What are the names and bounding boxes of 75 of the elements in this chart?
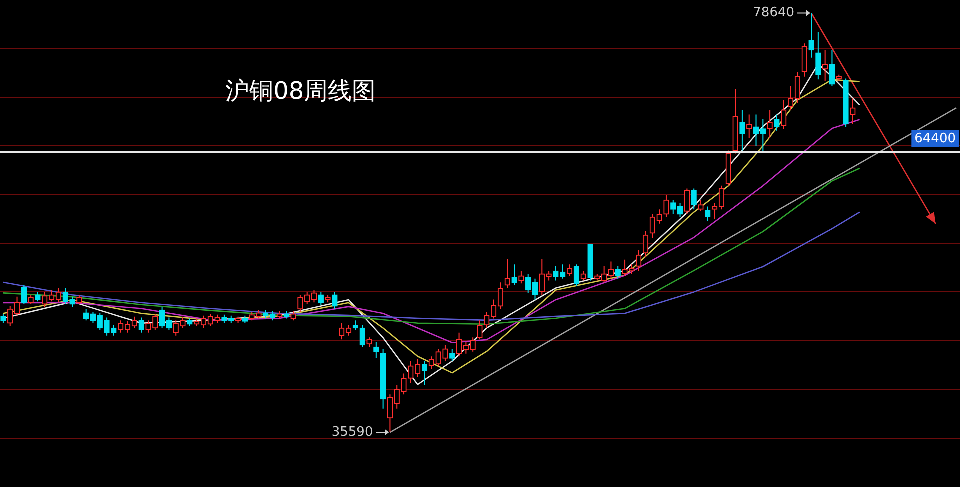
candlestick (298, 294, 304, 313)
candlestick (684, 188, 690, 215)
candlestick (732, 88, 738, 154)
candlestick (104, 317, 110, 336)
annotation: 35590 (332, 424, 374, 440)
candlestick (35, 292, 41, 302)
candlestick (850, 98, 856, 125)
candlestick (146, 320, 152, 334)
candlestick (691, 188, 697, 210)
candlestick (588, 244, 594, 282)
candlestick (152, 314, 158, 331)
candlestick (698, 200, 704, 212)
candlestick (774, 114, 780, 132)
candlestick (802, 43, 808, 78)
candlestick (477, 320, 483, 340)
candlestick (705, 206, 711, 222)
candlestick (380, 348, 386, 410)
candlestick (829, 50, 836, 87)
candlestick (546, 270, 552, 282)
candlestick (276, 310, 283, 320)
candlestick (70, 296, 76, 308)
candlestick (422, 360, 428, 386)
annotation: 78640 (753, 6, 795, 21)
candlestick (332, 292, 338, 310)
candlestick (111, 324, 117, 336)
candlestick (822, 50, 828, 82)
candlestick (650, 214, 656, 239)
candlestick (21, 284, 28, 305)
candlestick (214, 314, 220, 324)
candlestick (843, 78, 849, 128)
candlestick (0, 314, 6, 324)
candlestick (553, 266, 559, 282)
candlestick (401, 373, 407, 396)
candlestick (566, 264, 573, 277)
candlestick (518, 270, 524, 284)
candlestick (415, 359, 421, 378)
candlestick (656, 209, 662, 224)
candlestick (290, 310, 296, 322)
candlestick (249, 312, 255, 322)
candlestick (740, 110, 746, 152)
candlestick (539, 258, 545, 296)
candlestick (767, 110, 773, 140)
candlestick (187, 318, 193, 327)
candlestick (284, 310, 290, 320)
candlestick (173, 320, 179, 336)
candlestick (222, 314, 228, 324)
candlestick (622, 259, 628, 277)
candlestick (781, 100, 787, 130)
candlestick (504, 258, 510, 289)
candlestick (816, 32, 822, 80)
candlestick (808, 12, 814, 58)
candlestick (636, 250, 642, 272)
candlestick (442, 344, 448, 362)
candlestick (615, 266, 621, 280)
text: 沪铜08周线图 (226, 76, 376, 105)
candlestick (318, 292, 324, 306)
candlestick (138, 317, 144, 334)
candlestick (62, 288, 68, 305)
candlestick (428, 356, 434, 370)
candlestick (256, 310, 262, 320)
candlestick (28, 294, 34, 305)
candlestick (664, 194, 670, 218)
candlestick (574, 264, 580, 287)
candlestick (746, 114, 752, 140)
candlestick (242, 315, 248, 324)
candlestick (436, 348, 442, 367)
candlestick (629, 264, 635, 275)
candlestick (450, 348, 456, 362)
candlestick (642, 230, 649, 258)
candlestick (76, 294, 82, 305)
candlestick (512, 264, 518, 286)
candlestick (408, 360, 414, 384)
ref-line-label: 64400 (914, 131, 956, 146)
candlestick (560, 264, 566, 280)
candlestick (366, 337, 372, 348)
